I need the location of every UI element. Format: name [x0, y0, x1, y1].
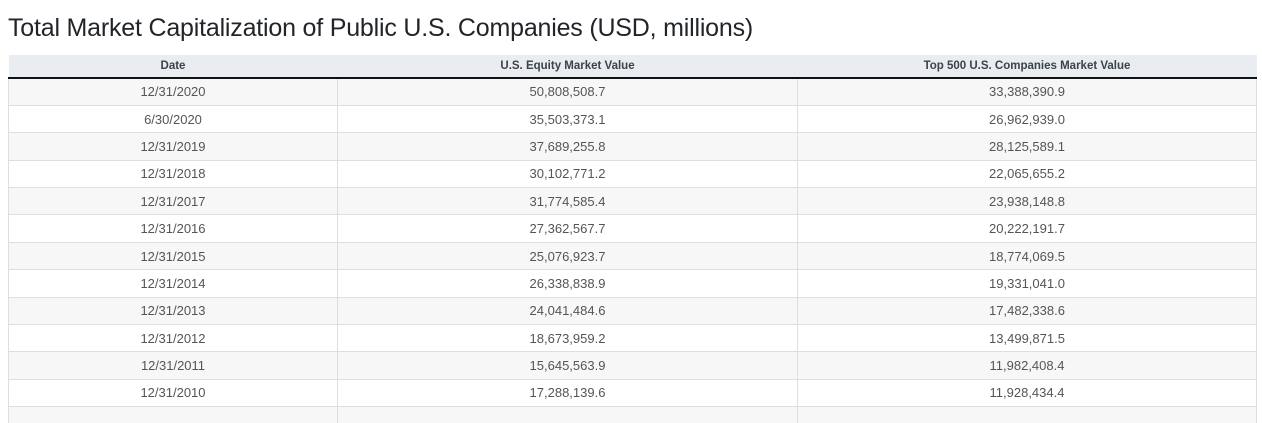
cell-top-500-market-value: 28,125,589.1 — [797, 132, 1257, 161]
cell-us-equity-market-value: 35,503,373.1 — [337, 105, 798, 134]
cell-date: 12/31/2010 — [8, 379, 338, 408]
cell-top-500-market-value: 20,222,191.7 — [797, 214, 1257, 243]
column-header-us-equity-market-value: U.S. Equity Market Value — [337, 55, 798, 79]
cell-top-500-market-value: 17,482,338.6 — [797, 297, 1257, 326]
cell-date: 12/31/2020 — [8, 78, 338, 106]
market-cap-table: Date U.S. Equity Market Value Top 500 U.… — [8, 55, 1257, 423]
cell-us-equity-market-value: 27,362,567.7 — [337, 214, 798, 243]
table-row: 12/31/2013 24,041,484.6 17,482,338.6 — [8, 297, 1257, 326]
column-header-top-500-market-value: Top 500 U.S. Companies Market Value — [797, 55, 1257, 79]
table-row: 12/31/2011 15,645,563.9 11,982,408.4 — [8, 351, 1257, 380]
table-body: 12/31/2020 50,808,508.7 33,388,390.9 6/30/2… — [8, 78, 1257, 423]
cell-us-equity-market-value: 50,808,508.7 — [337, 78, 798, 106]
cell-top-500-market-value: 22,065,655.2 — [797, 160, 1257, 189]
table-row: 6/30/2020 35,503,373.1 26,962,939.0 — [8, 105, 1257, 134]
cell-date: 12/31/2018 — [8, 160, 338, 189]
cell-top-500-market-value: 26,962,939.0 — [797, 105, 1257, 134]
table-row: 12/31/2019 37,689,255.8 28,125,589.1 — [8, 132, 1257, 161]
cell-us-equity-market-value: 25,076,923.7 — [337, 242, 798, 271]
cell-us-equity-market-value: 18,673,959.2 — [337, 324, 798, 353]
table-row: 12/31/2018 30,102,771.2 22,065,655.2 — [8, 160, 1257, 189]
cell-top-500-market-value: 19,331,041.0 — [797, 269, 1257, 298]
cell-date: 12/31/2011 — [8, 351, 338, 380]
cell-date: 12/31/2015 — [8, 242, 338, 271]
cell-date: 12/31/2014 — [8, 269, 338, 298]
cell-us-equity-market-value: 24,041,484.6 — [337, 297, 798, 326]
cell-us-equity-market-value: 15,645,563.9 — [337, 351, 798, 380]
cell-date: 12/31/2019 — [8, 132, 338, 161]
cell-us-equity-market-value: 26,338,838.9 — [337, 269, 798, 298]
cell-us-equity-market-value: 37,689,255.8 — [337, 132, 798, 161]
cell-us-equity-market-value: 31,774,585.4 — [337, 187, 798, 216]
table-row: 12/31/2016 27,362,567.7 20,222,191.7 — [8, 214, 1257, 243]
table-row: 12/31/2020 50,808,508.7 33,388,390.9 — [8, 78, 1257, 106]
cell-top-500-market-value: 18,774,069.5 — [797, 242, 1257, 271]
cell-date: 12/31/2012 — [8, 324, 338, 353]
page-title: Total Market Capitalization of Public U.… — [8, 14, 754, 42]
table-row: 12/31/2017 31,774,585.4 23,938,148.8 — [8, 187, 1257, 216]
cell-date: 12/31/2017 — [8, 187, 338, 216]
cell-date: 12/31/2016 — [8, 214, 338, 243]
table-row-partial — [8, 406, 1257, 423]
cell-top-500-market-value: 13,499,871.5 — [797, 324, 1257, 353]
table-header-row: Date U.S. Equity Market Value Top 500 U.… — [8, 55, 1257, 79]
cell-us-equity-market-value — [337, 406, 798, 423]
column-header-date: Date — [8, 55, 338, 79]
cell-top-500-market-value: 11,928,434.4 — [797, 379, 1257, 408]
cell-date: 12/31/2013 — [8, 297, 338, 326]
cell-top-500-market-value: 11,982,408.4 — [797, 351, 1257, 380]
cell-date: 6/30/2020 — [8, 105, 338, 134]
table-row: 12/31/2010 17,288,139.6 11,928,434.4 — [8, 379, 1257, 408]
cell-us-equity-market-value: 30,102,771.2 — [337, 160, 798, 189]
cell-top-500-market-value: 33,388,390.9 — [797, 78, 1257, 106]
cell-date — [8, 406, 338, 423]
table-row: 12/31/2014 26,338,838.9 19,331,041.0 — [8, 269, 1257, 298]
table-row: 12/31/2015 25,076,923.7 18,774,069.5 — [8, 242, 1257, 271]
cell-top-500-market-value: 23,938,148.8 — [797, 187, 1257, 216]
table-header: Date U.S. Equity Market Value Top 500 U.… — [8, 55, 1257, 79]
cell-us-equity-market-value: 17,288,139.6 — [337, 379, 798, 408]
table-row: 12/31/2012 18,673,959.2 13,499,871.5 — [8, 324, 1257, 353]
cell-top-500-market-value — [797, 406, 1257, 423]
